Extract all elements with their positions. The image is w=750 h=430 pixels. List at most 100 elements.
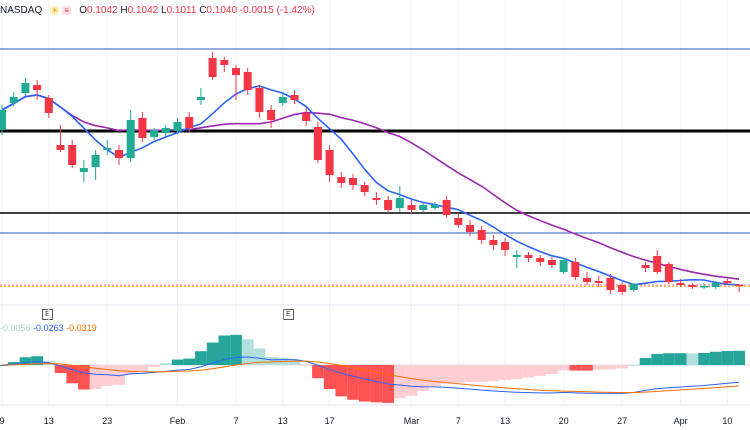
x-tick-label: 9	[0, 416, 5, 426]
candle-body	[629, 284, 638, 290]
candle-body	[138, 118, 147, 138]
candle-body	[33, 85, 42, 90]
macd-histogram-bar	[323, 365, 336, 390]
low-value: 0.1011	[166, 4, 197, 16]
sun-icon[interactable]: ☀	[50, 5, 60, 15]
macd-histogram-bar	[475, 365, 488, 382]
candle-body	[185, 117, 194, 128]
candle-body	[559, 260, 568, 272]
macd-histogram-bar	[148, 365, 160, 367]
macd-histogram-bar	[0, 365, 8, 366]
macd-histogram-bar	[101, 365, 114, 386]
candle-body	[536, 258, 545, 262]
candle-body	[349, 178, 357, 185]
change-value: -0.0015 (-1.42%)	[239, 4, 315, 16]
x-tick-label: 17	[325, 416, 335, 426]
candle-body	[44, 98, 53, 113]
close-label: C	[199, 4, 207, 16]
macd-histogram-bar	[335, 365, 348, 397]
symbol-legend: NASDAQ ☀ ≡ O0.1042 H0.1042 L0.1011 C0.10…	[0, 2, 315, 18]
macd-histogram-bar	[546, 365, 558, 374]
macd-histogram-bar	[628, 364, 640, 366]
macd-line	[1, 356, 740, 394]
candle-body	[0, 110, 6, 130]
candle-body	[290, 95, 299, 100]
macd-histogram-bar	[230, 334, 242, 365]
x-tick-label: 13	[44, 416, 54, 426]
candle-body	[267, 110, 276, 120]
candle-body	[641, 265, 650, 268]
symbol-exchange: NASDAQ	[0, 4, 43, 16]
macd-histogram-bar	[417, 365, 430, 392]
high-value: 0.1042	[127, 4, 159, 16]
macd-signal-value: -0.0319	[66, 323, 97, 333]
slow-moving-average-line	[1, 94, 740, 281]
candle-body	[653, 256, 662, 272]
candle-body	[150, 130, 159, 137]
candle-body	[337, 177, 346, 183]
macd-histogram-bar	[370, 365, 383, 403]
macd-histogram-bar	[452, 365, 465, 383]
candle-body	[524, 255, 533, 258]
macd-histogram-bar	[405, 365, 418, 396]
candle-body	[442, 200, 451, 215]
macd-histogram-bar	[253, 348, 266, 365]
x-tick-label: 13	[278, 416, 288, 426]
macd-histogram-bar	[522, 365, 535, 378]
menu-icon[interactable]: ≡	[62, 5, 72, 15]
candle-body	[21, 83, 30, 93]
candle-body	[583, 278, 591, 282]
candle-body	[501, 242, 510, 250]
open-label: O	[79, 4, 88, 16]
macd-histogram-bar	[218, 335, 231, 365]
candle-body	[173, 122, 182, 131]
candle-body	[243, 72, 252, 90]
candle-body	[700, 286, 708, 288]
macd-histogram-bar	[136, 365, 149, 372]
macd-histogram-bar	[534, 365, 547, 376]
x-tick-label: Feb	[170, 416, 186, 426]
candle-body	[278, 97, 287, 103]
macd-histogram-bar	[54, 365, 67, 373]
candle-body	[56, 145, 65, 150]
macd-histogram-bar	[663, 353, 675, 365]
macd-histogram-bar	[358, 365, 371, 402]
x-tick-label: 10	[722, 416, 732, 426]
candle-body	[606, 278, 615, 290]
macd-histogram-bar	[581, 365, 593, 371]
macd-histogram-bar	[686, 353, 699, 365]
macd-histogram-bar	[113, 365, 125, 385]
macd-legend: -0.0056 -0.0263 -0.0319	[0, 323, 97, 333]
low-label: L	[161, 4, 167, 16]
close-value: 0.1040	[206, 4, 238, 16]
macd-histogram-bar	[265, 356, 277, 365]
candle-body	[395, 198, 404, 208]
macd-histogram-bar	[241, 339, 254, 365]
candle-body	[9, 97, 18, 103]
candle-body	[735, 284, 744, 286]
earnings-marker[interactable]: E	[283, 309, 294, 320]
x-tick-label: Apr	[674, 416, 688, 426]
earnings-marker[interactable]: E	[42, 309, 53, 320]
candle-body	[723, 281, 732, 283]
ohlc-values: O0.1042 H0.1042 L0.1011 C0.1040 -0.0015 …	[79, 5, 315, 16]
candle-body	[255, 88, 264, 112]
candle-body	[232, 68, 240, 75]
candle-body	[103, 148, 112, 150]
macd-histogram-bar	[195, 351, 207, 365]
candle-body	[208, 58, 217, 77]
macd-histogram-bar	[616, 365, 628, 369]
candle-body	[477, 230, 486, 240]
candle-body	[384, 200, 393, 210]
macd-signal-line	[1, 360, 740, 394]
candle-body	[79, 168, 88, 172]
candle-body	[372, 198, 381, 200]
x-tick-label: 23	[102, 416, 112, 426]
high-label: H	[120, 4, 128, 16]
macd-histogram-bar	[639, 357, 652, 365]
candle-body	[68, 145, 77, 165]
macd-histogram-bar	[733, 350, 745, 365]
candle-body	[325, 150, 334, 175]
macd-histogram-bar	[206, 342, 219, 365]
